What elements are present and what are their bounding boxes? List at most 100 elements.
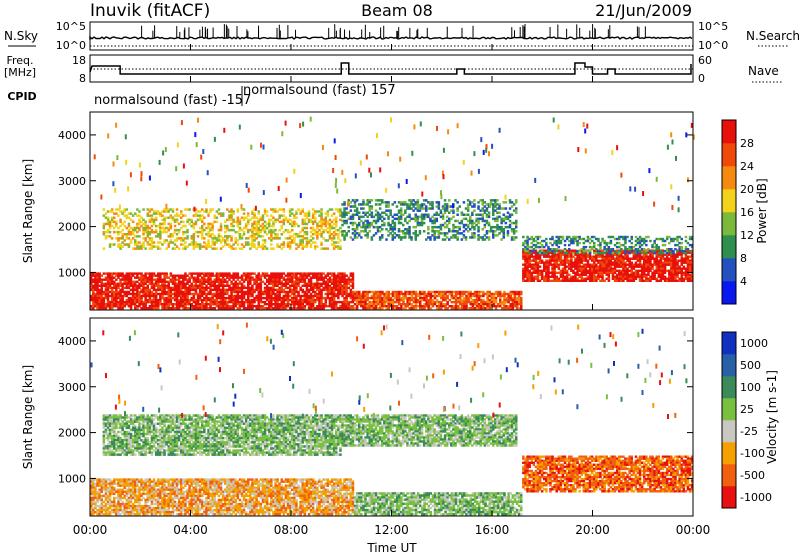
- data-cell: [157, 292, 160, 296]
- data-cell: [309, 303, 313, 306]
- data-cell: [643, 249, 646, 252]
- data-cell: [674, 273, 677, 276]
- data-cell: [163, 272, 166, 275]
- data-cell: [100, 284, 103, 287]
- data-cell: [247, 288, 250, 292]
- data-cell: [582, 255, 586, 258]
- data-cell: [299, 274, 302, 277]
- data-cell: [628, 259, 631, 262]
- data-cell: [284, 303, 288, 306]
- data-cell: [295, 276, 298, 279]
- data-cell: [136, 241, 139, 244]
- data-cell: [387, 300, 390, 304]
- data-cell: [618, 255, 621, 258]
- data-cell: [303, 282, 307, 285]
- data-cell: [410, 307, 414, 310]
- data-cell: [205, 292, 208, 296]
- data-cell: [255, 298, 258, 302]
- data-cell: [678, 269, 681, 272]
- data-cell: [651, 257, 654, 260]
- data-cell: [140, 284, 143, 287]
- data-cell: [599, 267, 602, 270]
- data-cell: [632, 273, 636, 276]
- data-cell: [511, 290, 515, 294]
- data-cell: [282, 284, 286, 287]
- data-cell: [244, 274, 248, 277]
- data-cell: [609, 257, 613, 260]
- data-cell: [634, 255, 638, 258]
- data-cell: [688, 275, 692, 278]
- data-cell: [108, 290, 112, 294]
- data-cell: [113, 286, 116, 290]
- data-cell: [688, 273, 692, 276]
- data-cell: [643, 279, 646, 282]
- data-cell: [228, 294, 231, 298]
- data-cell: [278, 286, 281, 290]
- data-cell: [601, 255, 604, 258]
- data-cell: [690, 277, 694, 280]
- data-cell: [603, 255, 606, 258]
- data-cell: [347, 280, 350, 283]
- data-cell: [224, 280, 227, 283]
- data-cell: [549, 261, 552, 264]
- data-cell: [303, 284, 307, 287]
- data-cell: [127, 216, 131, 219]
- data-cell: [463, 300, 466, 304]
- data-cell: [110, 243, 114, 246]
- data-cell: [142, 280, 145, 283]
- data-cell: [387, 205, 390, 208]
- data-cell: [618, 253, 621, 256]
- data-cell: [240, 237, 244, 240]
- data-cell: [553, 267, 556, 270]
- data-cell: [661, 275, 665, 278]
- data-cell: [597, 265, 600, 268]
- data-cell: [119, 292, 122, 296]
- data-cell: [638, 251, 642, 254]
- data-cell: [303, 290, 307, 294]
- data-cell: [351, 305, 355, 308]
- data-cell: [425, 298, 428, 302]
- data-cell: [343, 286, 346, 290]
- data-cell: [524, 263, 527, 266]
- data-cell: [251, 292, 254, 296]
- data-cell: [278, 290, 281, 294]
- data-cell: [672, 275, 675, 278]
- data-cell: [372, 296, 376, 300]
- data-cell: [301, 300, 304, 304]
- data-cell: [686, 277, 690, 280]
- data-cell: [645, 269, 648, 272]
- data-cell: [190, 276, 193, 279]
- data-cell: [224, 303, 227, 306]
- data-cell: [322, 307, 325, 310]
- data-cell: [136, 294, 139, 298]
- data-cell: [203, 278, 206, 281]
- data-cell: [173, 303, 177, 306]
- data-cell: [463, 307, 466, 310]
- data-cell: [175, 305, 179, 308]
- data-cell: [134, 235, 137, 238]
- data-cell: [609, 267, 613, 270]
- data-cell: [615, 273, 619, 276]
- data-cell: [213, 307, 216, 310]
- data-cell: [134, 241, 137, 244]
- data-cell: [543, 267, 546, 270]
- data-cell: [265, 286, 269, 290]
- data-cell: [119, 230, 122, 234]
- data-cell: [320, 307, 323, 310]
- data-cell: [136, 214, 139, 217]
- data-cell: [201, 284, 204, 287]
- data-cell: [668, 257, 671, 260]
- data-cell: [209, 300, 212, 304]
- data-cell: [653, 263, 656, 266]
- data-cell: [452, 305, 456, 308]
- data-cell: [131, 292, 135, 296]
- data-cell: [274, 296, 277, 300]
- data-cell: [318, 282, 321, 285]
- data-cell: [570, 257, 573, 260]
- data-cell: [528, 255, 531, 258]
- data-cell: [584, 255, 588, 258]
- data-cell: [205, 305, 208, 308]
- data-cell: [400, 307, 403, 310]
- data-cell: [117, 276, 120, 279]
